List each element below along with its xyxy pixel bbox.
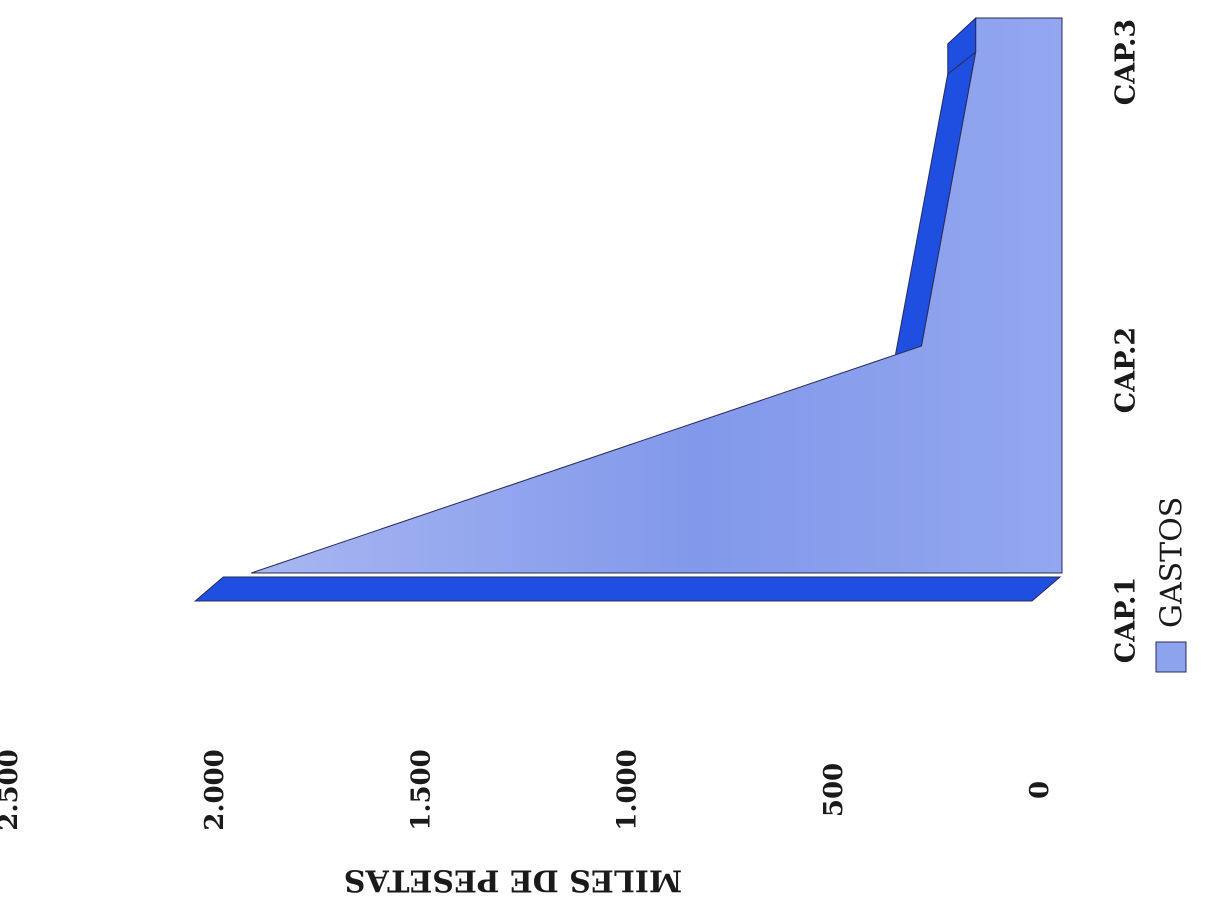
x-tick-label: CAP.2: [1111, 327, 1142, 413]
y-axis-title: MILES DE PESETAS: [344, 863, 682, 898]
y-tick-label: 1.000: [613, 749, 643, 830]
legend-label: GASTOS: [1155, 497, 1190, 628]
legend: GASTOS: [1155, 497, 1190, 673]
y-tick-label: 2.500: [0, 749, 24, 830]
axis-titles: MILES DE PESETAS: [344, 863, 682, 898]
depth-face: [193, 576, 1062, 602]
plot-area: [193, 16, 1063, 602]
legend-swatch: [1155, 641, 1187, 673]
value-axis: 0 500 1.000 1.500 2.000 2.500: [0, 749, 1055, 830]
y-tick-label: 2.000: [200, 749, 230, 830]
y-tick-label: 0: [1025, 781, 1055, 799]
x-tick-label: CAP.3: [1111, 19, 1142, 105]
y-tick-label: 1.500: [406, 749, 436, 830]
gastos-area: [251, 17, 1063, 574]
y-tick-label: 500: [819, 763, 849, 817]
x-tick-label: CAP.1: [1111, 577, 1142, 663]
category-axis: CAP.1 CAP.2 CAP.3: [1111, 19, 1142, 663]
